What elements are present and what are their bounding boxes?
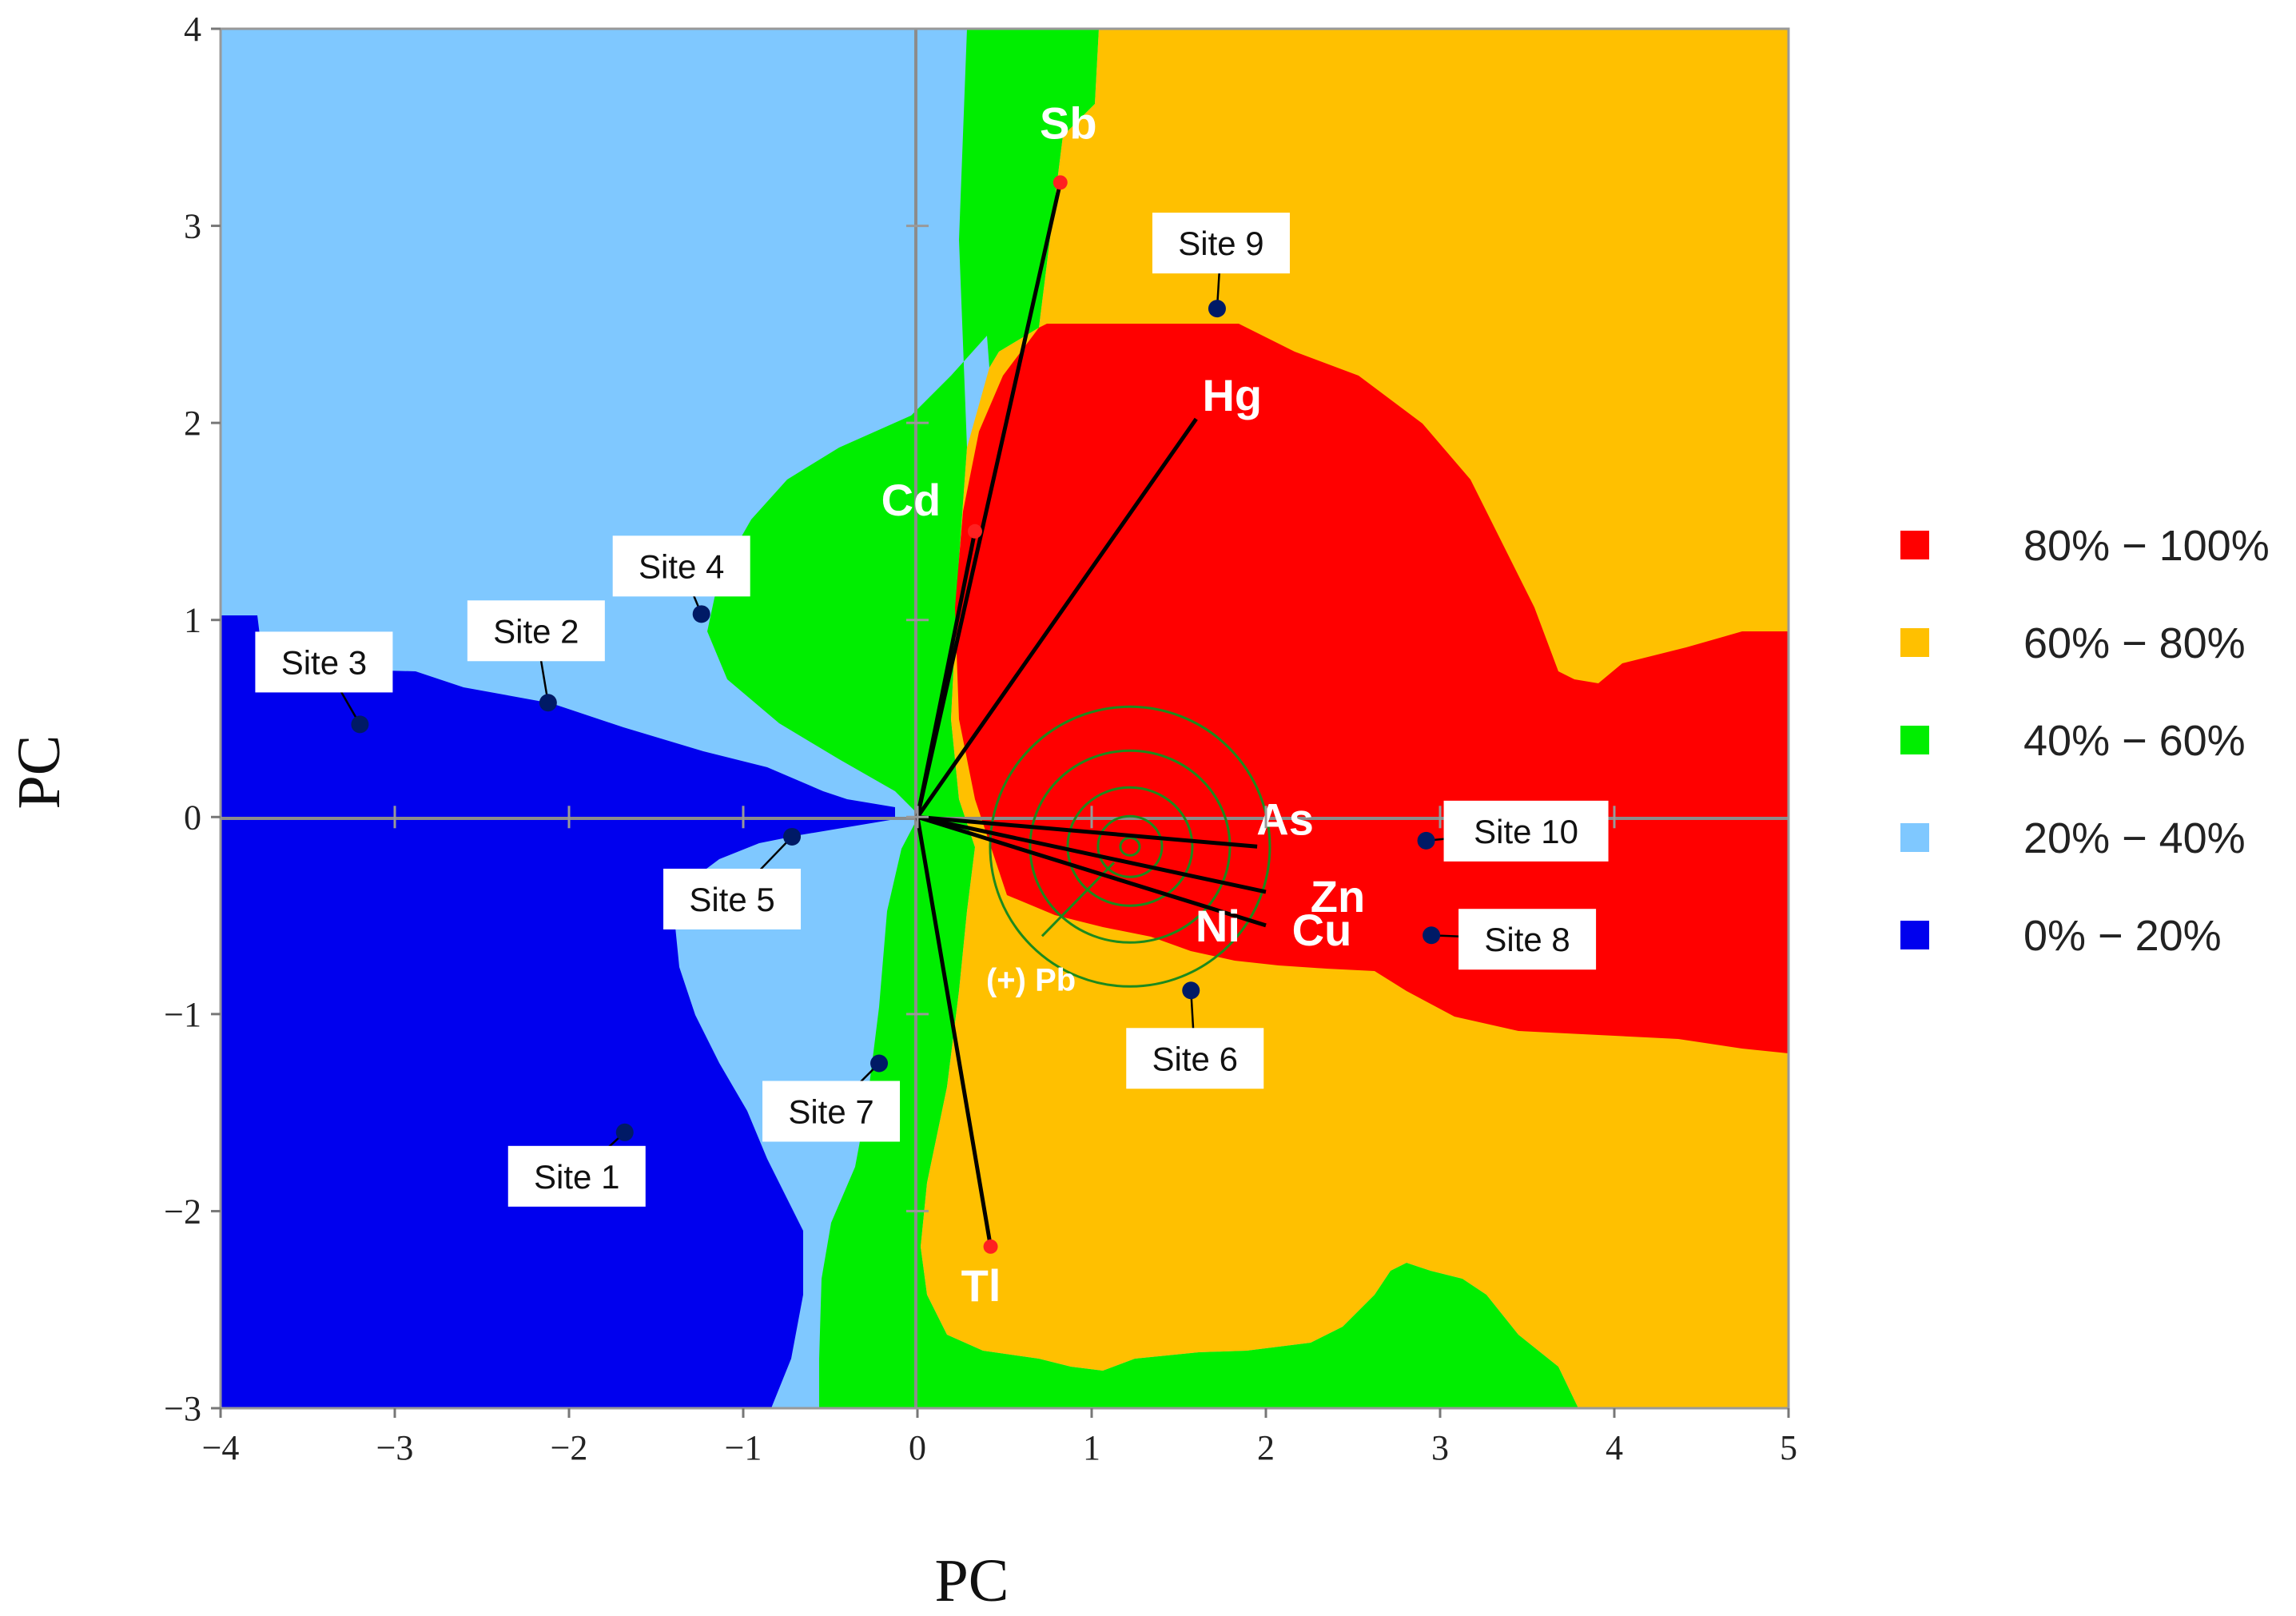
x-tick-label: 5 <box>1780 1428 1797 1467</box>
site-point <box>1182 981 1200 1000</box>
site-label-box <box>1152 213 1290 274</box>
loading-label-cu: Cu <box>1292 905 1352 955</box>
y-tick-label: 2 <box>184 404 201 443</box>
site-label-box <box>1458 909 1597 970</box>
loading-label-tl: Tl <box>961 1260 1001 1311</box>
site-label: Site 3 <box>281 643 367 681</box>
loading-label-zn: Zn <box>1311 871 1365 921</box>
site-label: Site 6 <box>1152 1040 1238 1077</box>
site-label-box <box>507 1145 646 1207</box>
loading-label-cd: Cd <box>881 475 941 525</box>
x-tick-label: 2 <box>1257 1428 1275 1467</box>
site-label-box <box>762 1081 901 1142</box>
legend-label: 20% − 40% <box>2023 814 2246 862</box>
y-tick-label: 1 <box>184 601 201 640</box>
loading-vector-hg <box>915 417 1198 818</box>
legend-label: 80% − 100% <box>2023 522 2270 570</box>
x-tick-label: 0 <box>909 1428 926 1467</box>
probability-regions <box>221 29 1789 1408</box>
site-point <box>615 1123 634 1141</box>
y-tick-label: −1 <box>164 995 201 1034</box>
loading-label-hg: Hg <box>1202 370 1262 420</box>
plot-frame <box>219 27 1790 1410</box>
loading-label-sb: Sb <box>1040 98 1097 148</box>
loading-point-sb <box>1052 175 1068 190</box>
legend-swatch <box>1900 921 1929 949</box>
y-tick-label: −2 <box>164 1192 201 1231</box>
contour-ring <box>1029 749 1232 944</box>
site-point <box>1417 831 1435 850</box>
site-point <box>692 605 710 623</box>
contour-ring <box>989 705 1271 988</box>
site-label-box <box>1443 800 1609 862</box>
legend-swatch <box>1900 726 1929 754</box>
contour-ring <box>1066 786 1194 907</box>
legend-swatch <box>1900 823 1929 852</box>
site-label: Site 8 <box>1484 921 1570 958</box>
loading-vector-zn <box>917 814 1267 894</box>
loading-vector-as <box>917 814 1258 849</box>
site-point <box>1423 926 1441 945</box>
site-point <box>539 694 557 712</box>
site-point <box>1208 300 1226 318</box>
loading-vector-cu <box>917 814 1267 928</box>
x-tick-label: −4 <box>202 1428 240 1467</box>
x-tick-label: −3 <box>376 1428 414 1467</box>
loading-vector-cd <box>915 531 977 818</box>
loading-label-ni: Ni <box>1196 901 1240 951</box>
site-label-box <box>1126 1028 1264 1089</box>
site-point <box>783 827 802 846</box>
site-label: Site 5 <box>689 881 774 918</box>
site-label: Site 2 <box>493 612 579 650</box>
y-tick-label: 4 <box>184 10 201 49</box>
legend-swatch <box>1900 531 1929 559</box>
loading-point-tl <box>983 1239 998 1254</box>
site-point <box>870 1054 889 1073</box>
pb-center-label: (+) Pb <box>986 962 1076 997</box>
x-tick-label: 3 <box>1431 1428 1449 1467</box>
legend-label: 60% − 80% <box>2023 619 2246 667</box>
site-label: Site 10 <box>1474 813 1578 850</box>
y-axis-title: PC <box>6 735 73 810</box>
site-label: Site 7 <box>788 1093 873 1131</box>
x-tick-label: 1 <box>1083 1428 1100 1467</box>
pb-contour-rings: (+) Pb <box>986 705 1271 997</box>
loading-vector-sb <box>915 181 1063 818</box>
site-label: Site 9 <box>1178 225 1263 262</box>
site-label-box <box>255 631 393 693</box>
y-axis-ticks: −3 −2 −1 0 1 2 3 4 <box>164 10 929 1428</box>
y-tick-label: 0 <box>184 798 201 837</box>
legend: 80% − 100% 60% − 80% 40% − 60% 20% − 40% 0% … <box>1900 522 2270 960</box>
site-points: Site 1 Site 2 Site 3 Site 4 Site 5 Site 6 Site… <box>255 213 1609 1207</box>
legend-label: 0% − 20% <box>2023 912 2222 960</box>
legend-swatch <box>1900 628 1929 657</box>
region-0-20 <box>221 615 895 1408</box>
site-label-box <box>663 868 802 929</box>
region-40-60 <box>707 29 1578 1408</box>
x-tick-label: 4 <box>1606 1428 1623 1467</box>
site-label-box <box>612 535 750 597</box>
x-axis-title: PC <box>935 1547 1009 1614</box>
site-label: Site 1 <box>534 1158 619 1196</box>
loading-point-cd <box>967 523 982 539</box>
y-tick-label: 3 <box>184 207 201 246</box>
x-axis-ticks: −4 −3 −2 −1 0 1 2 3 4 5 <box>202 806 1797 1467</box>
x-tick-label: −1 <box>725 1428 762 1467</box>
loading-vector-tl <box>915 816 993 1248</box>
y-tick-label: −3 <box>164 1389 201 1428</box>
site-label: Site 4 <box>639 547 724 585</box>
site-point <box>351 715 369 734</box>
contour-ring <box>1119 836 1141 857</box>
site-label-box <box>467 600 605 662</box>
contour-ring <box>1096 814 1164 878</box>
legend-label: 40% − 60% <box>2023 717 2246 765</box>
x-tick-label: −2 <box>551 1428 588 1467</box>
